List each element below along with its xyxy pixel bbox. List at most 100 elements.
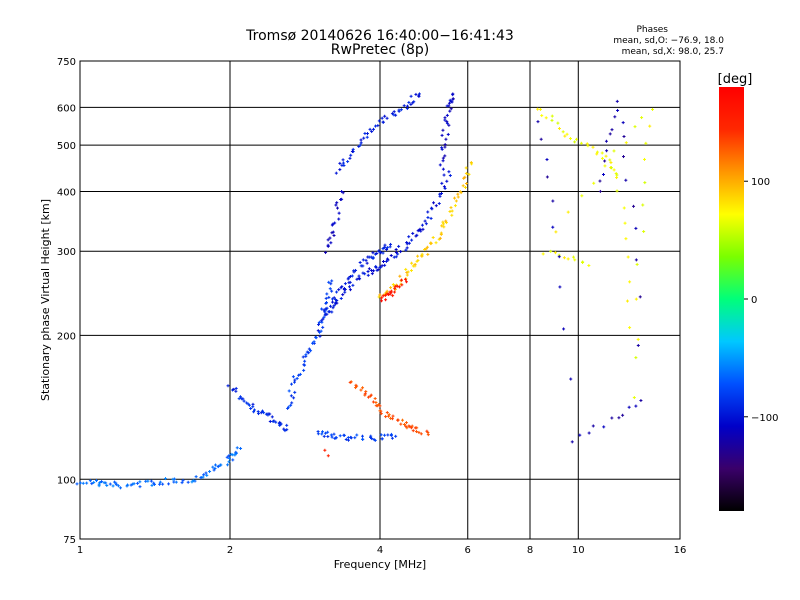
data-point [544, 116, 548, 120]
phases-x-stats: mean, sd,X: 98.0, 25.7 [622, 47, 724, 57]
data-point [201, 475, 205, 479]
data-point [448, 109, 452, 113]
data-point [309, 349, 313, 353]
data-point [349, 153, 353, 157]
data-point [246, 402, 250, 406]
data-point [641, 203, 645, 207]
data-point [341, 158, 345, 162]
data-point [406, 270, 410, 274]
data-point [78, 481, 82, 485]
data-point [395, 284, 399, 288]
data-point [386, 433, 390, 437]
data-point [605, 149, 609, 153]
data-point [330, 279, 334, 283]
data-point [326, 430, 330, 434]
data-point [334, 171, 338, 175]
plot-area: 1 2 4 6 8 10 16 75 100 200 300 400 500 600 750 [57, 57, 686, 556]
colorbar-unit: [deg] [718, 72, 753, 87]
data-point [420, 254, 424, 258]
data-point [628, 326, 632, 330]
data-point [458, 190, 462, 194]
data-point [92, 480, 96, 484]
data-point [442, 173, 446, 177]
data-point [417, 430, 421, 434]
data-point [443, 116, 447, 120]
data-point [378, 404, 382, 408]
data-point [352, 269, 356, 273]
data-point [338, 168, 342, 172]
data-point [303, 359, 307, 363]
data-point [420, 223, 424, 227]
data-point [440, 191, 444, 195]
data-point [270, 415, 274, 419]
data-point [152, 481, 156, 485]
data-point [256, 412, 260, 416]
grid-lines [80, 61, 680, 539]
data-point [565, 132, 569, 136]
data-point [329, 304, 333, 308]
data-point [384, 415, 388, 419]
data-point [393, 286, 397, 290]
data-point [384, 298, 388, 302]
data-point [326, 454, 330, 458]
data-point [416, 229, 420, 233]
data-point [409, 102, 413, 106]
data-point [614, 172, 618, 176]
data-point [444, 219, 448, 223]
data-point [205, 473, 209, 477]
data-point [381, 294, 385, 298]
data-point [354, 383, 358, 387]
data-point [442, 225, 446, 229]
data-point [368, 394, 372, 398]
data-point [262, 411, 266, 415]
y-tick-label: 200 [57, 331, 76, 342]
data-point [371, 255, 375, 259]
data-point [235, 446, 239, 450]
data-point [602, 425, 606, 429]
data-point [419, 229, 423, 233]
data-point [389, 291, 393, 295]
data-point [448, 174, 452, 178]
data-point [536, 107, 540, 111]
data-point [613, 115, 617, 119]
data-point [467, 172, 471, 176]
data-point [561, 130, 565, 134]
data-point [392, 110, 396, 114]
data-point [334, 436, 338, 440]
data-point [385, 411, 389, 415]
data-point [330, 289, 334, 293]
data-point [389, 242, 393, 246]
data-point [331, 306, 335, 310]
data-point [376, 268, 380, 272]
data-point [443, 143, 447, 147]
data-point [326, 435, 330, 439]
data-point [330, 435, 334, 439]
data-point [389, 286, 393, 290]
data-point [399, 250, 403, 254]
data-point [337, 217, 341, 221]
data-point [138, 480, 142, 484]
data-point [85, 481, 89, 485]
data-point [379, 265, 383, 269]
data-point [469, 160, 473, 164]
data-point [119, 486, 123, 490]
data-point [324, 251, 328, 255]
data-point [340, 189, 344, 193]
data-point [396, 418, 400, 422]
data-point [186, 480, 190, 484]
data-point [456, 195, 460, 199]
data-points [75, 92, 655, 490]
data-point [329, 433, 333, 437]
data-point [368, 127, 372, 131]
data-point [604, 139, 608, 143]
data-point [337, 288, 341, 292]
data-point [365, 132, 369, 136]
data-point [330, 310, 334, 314]
data-point [553, 251, 557, 255]
data-point [191, 479, 195, 483]
data-point [100, 480, 104, 484]
data-point [569, 137, 573, 141]
data-point [335, 299, 339, 303]
data-point [194, 475, 198, 479]
data-point [440, 224, 444, 228]
